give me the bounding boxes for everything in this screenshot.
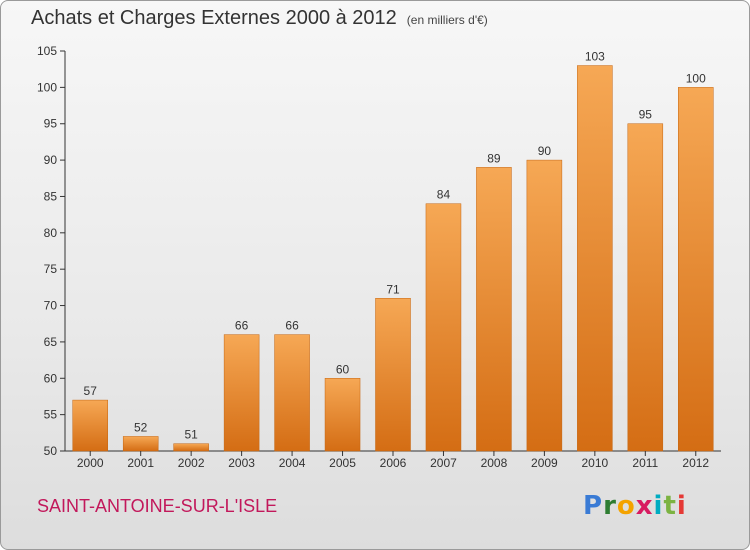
- x-tick-label: 2008: [481, 456, 508, 470]
- bar-2008: [476, 167, 512, 452]
- y-tick-label: 65: [44, 335, 58, 349]
- data-label: 84: [437, 188, 451, 202]
- data-label: 100: [686, 71, 706, 85]
- title-text: Achats et Charges Externes 2000 à 2012: [31, 7, 397, 29]
- y-tick-label: 85: [44, 189, 58, 203]
- bar-2003: [223, 334, 260, 452]
- bar-2006: [375, 298, 411, 452]
- y-tick-label: 105: [37, 44, 57, 58]
- bar-2010: [577, 65, 613, 452]
- y-tick-label: 75: [44, 262, 58, 276]
- x-tick-label: 2000: [77, 456, 104, 470]
- logo-letter: i: [653, 491, 664, 521]
- logo-letter: x: [635, 491, 654, 521]
- data-label: 103: [585, 50, 605, 64]
- data-label: 89: [487, 151, 501, 165]
- x-tick-label: 2009: [531, 456, 558, 470]
- bar-2004: [274, 334, 310, 452]
- data-label: 71: [386, 282, 400, 296]
- logo-letter: r: [603, 491, 617, 521]
- y-tick-label: 90: [44, 153, 58, 167]
- chart-title: Achats et Charges Externes 2000 à 2012 (e…: [31, 7, 488, 30]
- city-name: SAINT-ANTOINE-SUR-L'ISLE: [37, 496, 278, 516]
- x-tick-label: 2011: [632, 456, 658, 470]
- data-label: 60: [336, 362, 350, 376]
- x-tick-label: 2010: [581, 456, 608, 470]
- data-label: 52: [134, 420, 148, 434]
- bar-2005: [324, 378, 361, 452]
- logo-letter: o: [616, 491, 636, 521]
- data-label: 66: [285, 319, 299, 333]
- x-tick-label: 2007: [430, 456, 457, 470]
- logo-letter: i: [676, 491, 687, 521]
- data-label: 66: [235, 319, 249, 333]
- bar-2007: [425, 203, 462, 452]
- data-label: 95: [639, 108, 653, 122]
- bar-2001: [122, 436, 159, 452]
- bar-2012: [678, 87, 714, 452]
- logo-letter: P: [583, 491, 604, 521]
- data-label: 51: [184, 428, 198, 442]
- x-tick-label: 2006: [380, 456, 407, 470]
- y-tick-label: 100: [37, 80, 57, 94]
- data-label: 57: [84, 384, 98, 398]
- x-tick-label: 2004: [279, 456, 306, 470]
- y-tick-label: 80: [44, 226, 58, 240]
- data-label: 90: [538, 144, 552, 158]
- y-tick-label: 70: [44, 299, 58, 313]
- bar-2002: [173, 443, 209, 452]
- y-tick-label: 60: [44, 371, 58, 385]
- y-tick-label: 55: [44, 408, 58, 422]
- x-tick-label: 2001: [127, 456, 154, 470]
- y-tick-label: 50: [44, 444, 58, 458]
- x-tick-label: 2005: [329, 456, 356, 470]
- unit-label: (en milliers d'€): [406, 13, 488, 27]
- x-tick-label: 2012: [682, 456, 709, 470]
- logo-letter: t: [663, 491, 677, 521]
- x-tick-label: 2002: [178, 456, 205, 470]
- y-tick-label: 95: [44, 117, 58, 131]
- bar-2011: [627, 123, 664, 452]
- x-tick-label: 2003: [228, 456, 255, 470]
- proxiti-logo: Proxiti: [583, 491, 687, 521]
- bar-2009: [526, 159, 563, 452]
- bar-2000: [72, 399, 108, 452]
